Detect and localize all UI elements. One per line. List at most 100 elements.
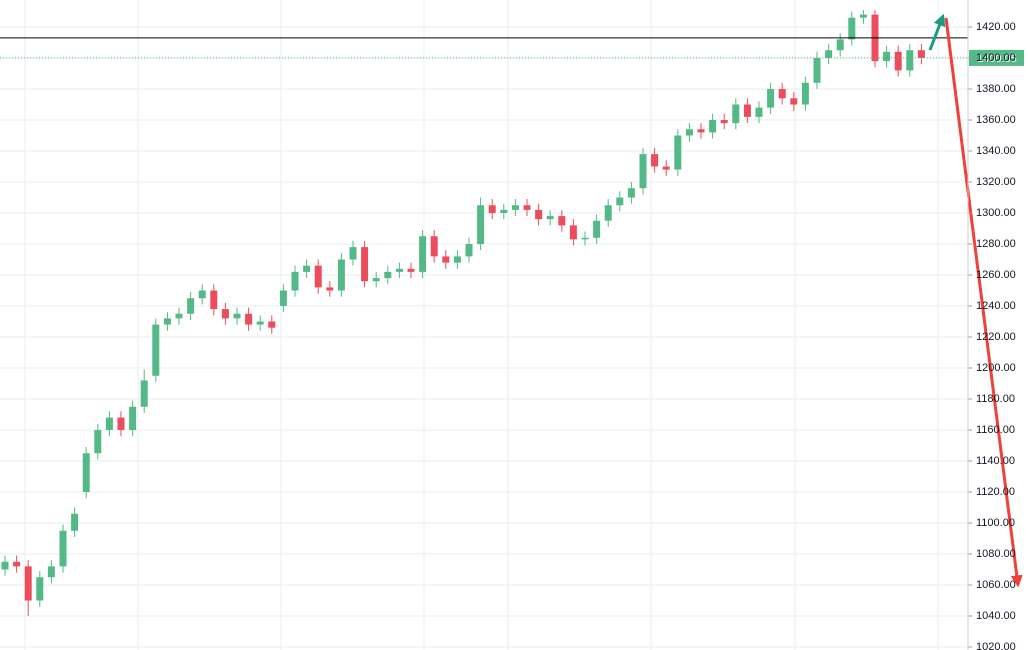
- candle-body: [1, 561, 9, 570]
- y-tick-label: 1120.00: [976, 486, 1015, 498]
- candle-body: [627, 188, 635, 198]
- candle-body: [674, 135, 682, 170]
- candle-body: [314, 265, 322, 288]
- candle-body: [233, 313, 241, 319]
- candle-body: [697, 129, 705, 133]
- candle-body: [163, 318, 171, 325]
- candle-body: [825, 50, 833, 58]
- candle-body: [105, 417, 113, 430]
- candle-body: [488, 205, 496, 213]
- candle-body: [442, 256, 450, 263]
- candle-body: [511, 205, 519, 210]
- grid: [0, 0, 968, 650]
- candle-body: [662, 166, 670, 170]
- candle-body: [24, 566, 32, 601]
- y-tick-label: 1260.00: [976, 269, 1016, 281]
- y-tick-label: 1280.00: [976, 238, 1016, 250]
- candle-body: [836, 39, 844, 51]
- candle-body: [732, 104, 740, 124]
- candle-body: [616, 197, 624, 206]
- y-tick-label: 1100.00: [976, 517, 1015, 529]
- candle-body: [558, 216, 566, 226]
- candle-body: [326, 287, 334, 291]
- last-price-label: 1400.05: [977, 53, 1017, 65]
- candle-body: [337, 259, 345, 291]
- y-tick-label: 1080.00: [976, 548, 1016, 560]
- candle-body: [813, 58, 821, 83]
- candle-body: [210, 290, 218, 310]
- overlay: 1400.05: [0, 37, 1024, 66]
- y-tick-label: 1160.00: [976, 424, 1015, 436]
- y-tick-label: 1240.00: [976, 300, 1016, 312]
- candle-body: [279, 290, 287, 306]
- y-tick-label: 1220.00: [976, 331, 1016, 343]
- candle-body: [349, 247, 357, 260]
- candle-body: [859, 14, 867, 18]
- candle-body: [546, 216, 554, 220]
- down-arrow: [944, 17, 1023, 588]
- y-tick-label: 1020.00: [976, 641, 1016, 650]
- candle-body: [419, 236, 427, 272]
- candle-body: [535, 209, 543, 220]
- candle-body: [13, 561, 21, 567]
- candle-body: [372, 278, 380, 282]
- y-tick-label: 1320.00: [976, 176, 1016, 188]
- y-tick-label: 1340.00: [976, 145, 1016, 157]
- candles: [1, 9, 925, 616]
- last-price-tag: [969, 49, 1024, 66]
- candle-body: [801, 82, 809, 105]
- up-arrow: [928, 13, 946, 51]
- y-tick-label: 1360.00: [976, 114, 1016, 126]
- candle-body: [129, 406, 137, 430]
- candle-body: [36, 577, 44, 601]
- y-tick-label: 1180.00: [976, 393, 1015, 405]
- candle-body: [709, 120, 717, 133]
- candle-body: [778, 89, 786, 99]
- candle-body: [453, 256, 461, 263]
- candle-body: [743, 104, 751, 117]
- candle-body: [639, 154, 647, 189]
- candle-body: [755, 107, 763, 117]
- candle-body: [569, 225, 577, 240]
- candle-body: [152, 324, 160, 376]
- candle-body: [500, 209, 508, 213]
- candle-body: [268, 321, 276, 328]
- candle-body: [523, 205, 531, 210]
- candle-body: [395, 268, 403, 272]
- candle-body: [303, 265, 311, 272]
- candle-body: [47, 566, 55, 578]
- candle-body: [361, 247, 369, 282]
- candle-body: [767, 89, 775, 108]
- candle-body: [720, 120, 728, 124]
- candle-body: [581, 237, 589, 240]
- candle-body: [883, 51, 891, 62]
- candle-body: [465, 244, 473, 257]
- candle-body: [221, 309, 229, 319]
- candle-body: [917, 50, 925, 58]
- y-tick-label: 1300.00: [976, 207, 1016, 219]
- y-tick-label: 1040.00: [976, 610, 1016, 622]
- candle-body: [430, 236, 438, 257]
- y-tick-label: 1400.00: [976, 52, 1016, 64]
- candle-body: [790, 98, 798, 105]
- candle-body: [593, 220, 601, 238]
- candle-body: [245, 313, 253, 325]
- y-tick-label: 1380.00: [976, 83, 1016, 95]
- candle-body: [604, 205, 612, 221]
- candle-body: [906, 50, 914, 71]
- candle-body: [198, 290, 206, 299]
- candle-body: [256, 321, 264, 325]
- candle-body: [384, 271, 392, 279]
- candle-body: [291, 271, 299, 291]
- candle-body: [187, 298, 195, 314]
- y-tick-label: 1140.00: [976, 455, 1015, 467]
- candle-body: [685, 129, 693, 136]
- candle-body: [59, 530, 67, 567]
- candle-body: [94, 430, 102, 454]
- candle-body: [117, 417, 125, 430]
- y-tick-label: 1060.00: [976, 579, 1016, 591]
- candle-body: [82, 453, 90, 492]
- candle-body: [71, 513, 79, 531]
